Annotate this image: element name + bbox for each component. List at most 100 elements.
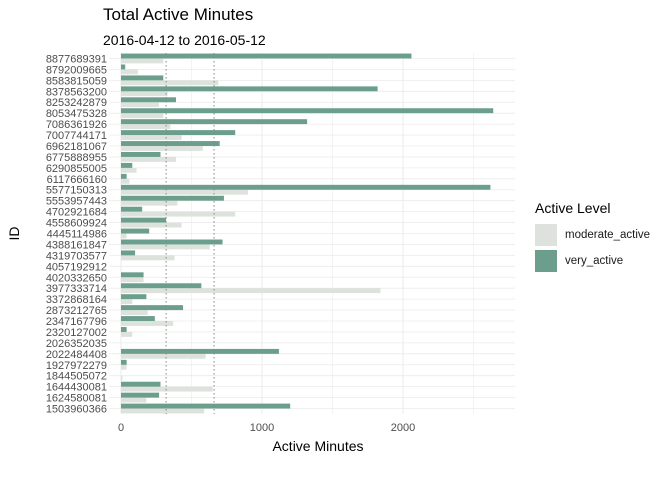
y-tick-label: 4057192912 — [46, 261, 107, 273]
bar-very-active — [121, 305, 184, 311]
y-tick-label: 6775888955 — [46, 152, 107, 164]
y-tick-label: 8378563200 — [46, 86, 107, 98]
bar-very-active — [121, 228, 150, 234]
bar-moderate-active — [121, 91, 168, 97]
bar-very-active — [121, 359, 127, 365]
y-tick-label: 5577150313 — [46, 185, 107, 197]
y-tick-label: 1644430081 — [46, 382, 107, 394]
bar-moderate-active — [121, 288, 381, 294]
bar-moderate-active — [121, 244, 210, 250]
bar-very-active — [121, 75, 164, 81]
bar-very-active — [121, 348, 279, 354]
bar-very-active — [121, 141, 220, 146]
bar-moderate-active — [121, 222, 182, 228]
chart-title: Total Active Minutes — [103, 5, 254, 24]
bar-very-active — [121, 272, 144, 278]
y-tick-label: 1844505072 — [46, 371, 107, 383]
legend-title: Active Level — [535, 200, 611, 216]
y-tick-label: 7007744171 — [46, 130, 107, 142]
y-tick-label: 6117666160 — [47, 174, 107, 186]
legend-key-moderate — [535, 224, 557, 246]
y-tick-label: 6962181067 — [46, 141, 107, 153]
bar-moderate-active — [121, 211, 236, 217]
bar-very-active — [121, 392, 160, 398]
x-axis-title: Active Minutes — [272, 438, 363, 454]
bar-very-active — [121, 206, 143, 212]
bar-moderate-active — [121, 310, 148, 315]
y-tick-label: 4020332650 — [46, 272, 107, 284]
bar-very-active — [121, 184, 491, 190]
legend: Active Level moderate_active very_active — [535, 200, 650, 274]
bar-very-active — [121, 316, 155, 322]
chart-subtitle: 2016-04-12 to 2016-05-12 — [103, 32, 266, 48]
bar-very-active — [121, 403, 291, 409]
bar-very-active — [121, 162, 133, 168]
y-tick-label: 1503960366 — [46, 404, 107, 416]
y-tick-label: 2026352035 — [46, 338, 107, 350]
y-tick-label: 8877689391 — [46, 53, 107, 65]
bar-very-active — [121, 283, 202, 289]
y-tick-label: 6290855005 — [46, 163, 107, 175]
y-tick-label: 4558609924 — [46, 218, 107, 230]
y-tick-label: 4445114986 — [47, 229, 107, 241]
bar-very-active — [121, 294, 147, 300]
bar-moderate-active — [121, 375, 123, 381]
bar-very-active — [121, 173, 127, 179]
bar-very-active — [121, 152, 161, 157]
legend-item-moderate: moderate_active — [535, 222, 650, 248]
y-tick-label: 4702921684 — [46, 207, 107, 219]
y-tick-label: 7086361926 — [46, 119, 107, 131]
bar-very-active — [121, 327, 127, 332]
y-tick-label: 2022484408 — [46, 349, 107, 361]
bar-very-active — [121, 108, 494, 114]
y-axis-title: ID — [6, 227, 22, 241]
bar-moderate-active — [121, 386, 213, 392]
bar-moderate-active — [121, 178, 130, 184]
bar-very-active — [121, 97, 176, 103]
bar-very-active — [121, 53, 412, 59]
bar-very-active — [121, 250, 136, 256]
legend-item-very: very_active — [535, 248, 650, 274]
bar-moderate-active — [121, 102, 160, 108]
bar-moderate-active — [121, 167, 137, 173]
bar-moderate-active — [121, 299, 133, 305]
bar-moderate-active — [121, 200, 178, 206]
y-tick-label: 3372868164 — [46, 294, 107, 306]
bar-very-active — [121, 217, 167, 223]
y-tick-label: 2320127002 — [46, 327, 107, 339]
y-tick-label: 5553957443 — [46, 196, 107, 208]
y-tick-label: 8053475328 — [46, 108, 107, 120]
bar-very-active — [121, 381, 161, 387]
bar-moderate-active — [121, 156, 176, 162]
bar-moderate-active — [121, 113, 164, 119]
bar-moderate-active — [121, 397, 147, 403]
legend-key-very — [535, 250, 557, 272]
y-tick-label: 2347167796 — [46, 316, 107, 328]
bar-very-active — [121, 195, 224, 201]
bar-moderate-active — [121, 135, 182, 140]
bar-moderate-active — [121, 80, 219, 86]
bar-moderate-active — [121, 233, 127, 239]
bar-moderate-active — [121, 145, 203, 151]
bar-very-active — [121, 86, 378, 92]
y-tick-label: 8792009665 — [46, 64, 107, 76]
bar-moderate-active — [121, 364, 127, 370]
bar-very-active — [121, 239, 223, 245]
bar-moderate-active — [121, 255, 175, 261]
legend-label-moderate: moderate_active — [565, 229, 651, 241]
bar-very-active — [121, 64, 126, 70]
y-tick-label: 1927972279 — [46, 360, 107, 372]
bar-moderate-active — [121, 69, 138, 75]
y-tick-label: 2873212765 — [46, 305, 107, 317]
y-tick-label: 3977333714 — [46, 283, 107, 295]
bar-very-active — [121, 130, 236, 136]
bar-moderate-active — [121, 124, 171, 130]
y-tick-label: 4319703577 — [46, 250, 107, 262]
y-tick-label: 4388161847 — [46, 239, 107, 251]
x-tick-label: 2000 — [391, 422, 415, 434]
bar-moderate-active — [121, 58, 164, 64]
y-tick-label: 8583815059 — [46, 75, 107, 87]
y-tick-label: 1624580081 — [46, 393, 107, 405]
bar-moderate-active — [121, 331, 133, 337]
